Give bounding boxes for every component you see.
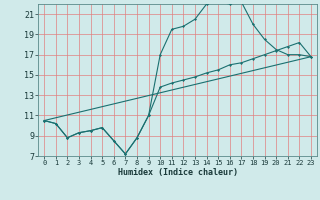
X-axis label: Humidex (Indice chaleur): Humidex (Indice chaleur) (118, 168, 238, 177)
